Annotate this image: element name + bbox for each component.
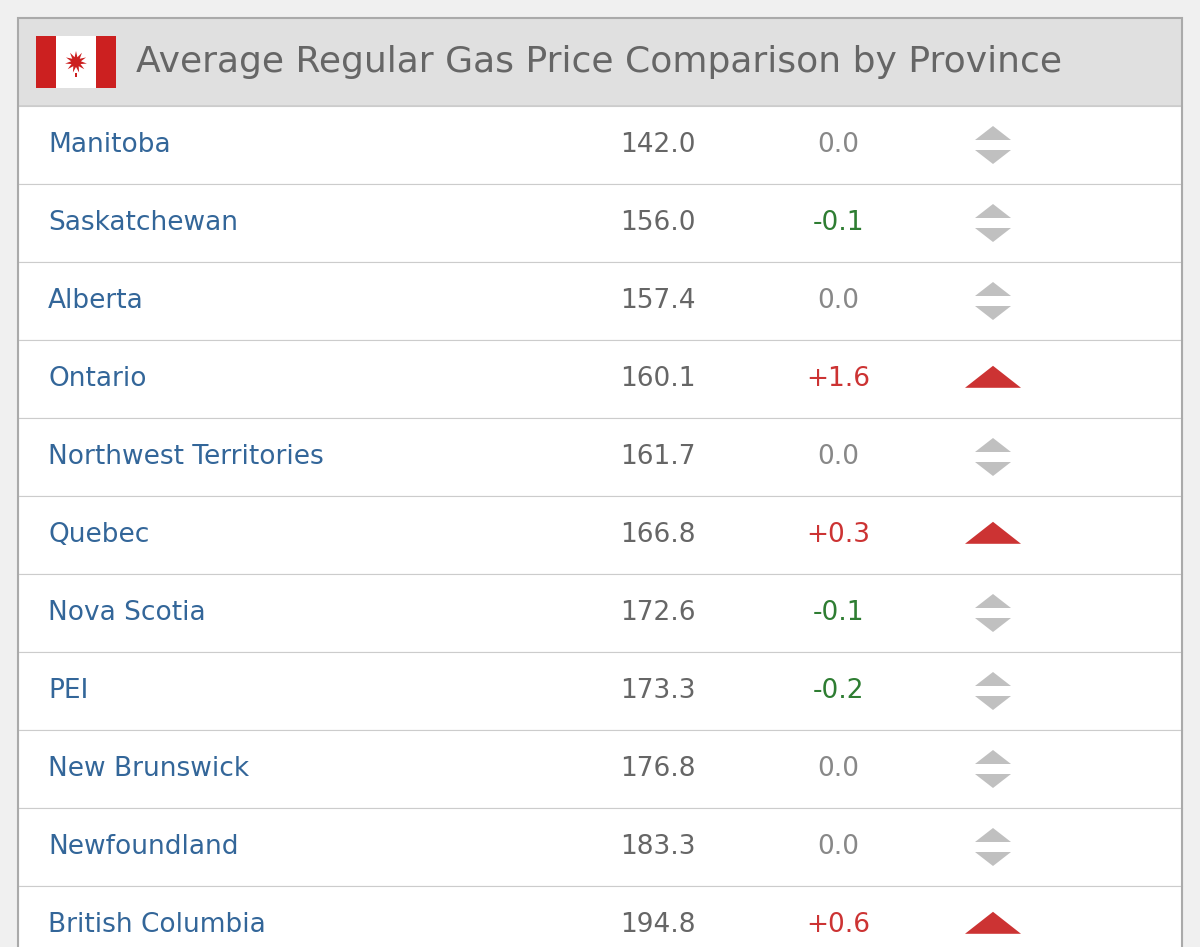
Text: 157.4: 157.4 [620,288,696,314]
Text: 172.6: 172.6 [620,600,696,626]
Text: -0.1: -0.1 [812,600,864,626]
Text: 0.0: 0.0 [817,756,859,782]
Text: +1.6: +1.6 [806,366,870,392]
Polygon shape [965,522,1021,544]
Text: Newfoundland: Newfoundland [48,834,239,860]
Polygon shape [974,306,1010,320]
Bar [18,262,1182,340]
Text: -0.2: -0.2 [812,678,864,704]
Text: New Brunswick: New Brunswick [48,756,250,782]
Bar [36,36,56,88]
Bar [18,730,1182,808]
Polygon shape [974,594,1010,608]
Text: 176.8: 176.8 [620,756,696,782]
Text: Quebec: Quebec [48,522,149,548]
Polygon shape [974,438,1010,452]
Bar [18,496,1182,574]
Polygon shape [974,228,1010,242]
Text: 194.8: 194.8 [620,912,696,938]
Text: PEI: PEI [48,678,89,704]
Bar [18,340,1182,418]
Text: 183.3: 183.3 [620,834,696,860]
Polygon shape [965,366,1021,388]
Bar [18,18,1182,106]
Polygon shape [974,750,1010,764]
Text: Ontario: Ontario [48,366,146,392]
Polygon shape [974,774,1010,788]
Bar [96,36,116,88]
Text: 173.3: 173.3 [620,678,696,704]
Text: Northwest Territories: Northwest Territories [48,444,324,470]
Polygon shape [974,696,1010,710]
Polygon shape [965,912,1021,934]
Polygon shape [974,126,1010,140]
Polygon shape [974,672,1010,686]
Bar [18,184,1182,262]
Text: 166.8: 166.8 [620,522,696,548]
Bar [18,886,1182,947]
Bar [18,106,1182,184]
Text: -0.1: -0.1 [812,210,864,236]
Polygon shape [974,828,1010,842]
Polygon shape [974,282,1010,296]
Text: Nova Scotia: Nova Scotia [48,600,205,626]
Text: +0.3: +0.3 [806,522,870,548]
Text: Manitoba: Manitoba [48,132,170,158]
Text: 0.0: 0.0 [817,288,859,314]
Text: Average Regular Gas Price Comparison by Province: Average Regular Gas Price Comparison by … [136,45,1062,79]
Polygon shape [974,150,1010,164]
Bar [18,418,1182,496]
Bar [18,574,1182,652]
Text: 0.0: 0.0 [817,834,859,860]
Polygon shape [974,852,1010,866]
Text: 0.0: 0.0 [817,132,859,158]
Bar [56,36,96,88]
Text: 0.0: 0.0 [817,444,859,470]
Text: 161.7: 161.7 [620,444,696,470]
Bar [18,652,1182,730]
Text: +0.6: +0.6 [806,912,870,938]
Polygon shape [974,462,1010,476]
Text: 142.0: 142.0 [620,132,696,158]
Text: Alberta: Alberta [48,288,144,314]
Text: 156.0: 156.0 [620,210,696,236]
Text: British Columbia: British Columbia [48,912,265,938]
Polygon shape [974,204,1010,218]
Polygon shape [974,618,1010,632]
Bar [74,73,77,78]
Text: 160.1: 160.1 [620,366,696,392]
Polygon shape [65,51,86,73]
Text: Saskatchewan: Saskatchewan [48,210,238,236]
Bar [18,808,1182,886]
